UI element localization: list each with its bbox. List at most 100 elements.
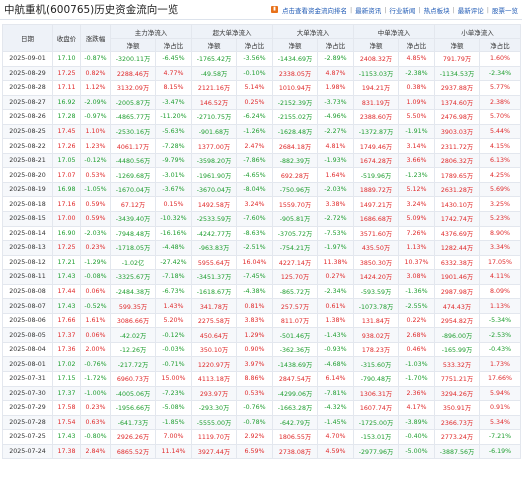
main-ratio-cell: -6.73% [155,283,192,300]
small-amount-cell: -1134.53万 [434,65,480,82]
large-ratio-cell: 4.87% [317,65,354,82]
medium-amount-cell: 3850.30万 [353,254,399,271]
table-row: 2025-07-28 17.54 0.63% -641.73万 -1.85% -5555.… [2,414,521,431]
main-amount-cell: -2530.16万 [110,123,156,140]
super-large-amount-cell: -2710.75万 [191,109,237,125]
subheader-ratio[interactable]: 净占比 [398,38,435,52]
date-cell: 2025-07-31 [2,371,53,387]
large-ratio-cell: -1.93% [317,152,354,169]
main-amount-cell: -4480.56万 [110,152,156,169]
change-pct-cell: -1.05% [80,181,111,198]
header-close-price[interactable]: 收盘价 [52,24,81,52]
date-cell: 2025-08-06 [2,312,53,329]
date-cell: 2025-07-28 [2,414,53,431]
main-ratio-cell: -3.01% [155,167,192,183]
header-links: ▮ 点击查看资金流向排名 | 最新资讯 | 行业新闻 | 热点板块 | 最新评论… [270,5,518,15]
subheader-amount[interactable]: 净额 [353,38,399,52]
link-stock-list[interactable]: 股票一览 [492,6,518,15]
close-price-cell: 17.43 [52,429,81,445]
main-amount-cell: -3325.67万 [110,269,156,285]
header-date[interactable]: 日期 [2,24,53,52]
subheader-ratio[interactable]: 净占比 [155,38,192,52]
main-amount-cell: 6865.52万 [110,443,156,460]
main-ratio-cell: 4.77% [155,65,192,82]
close-price-cell: 17.07 [52,167,81,183]
main-amount-cell: -1670.04万 [110,181,156,198]
super-large-ratio-cell: -1.26% [236,123,273,140]
close-price-cell: 17.45 [52,123,81,140]
medium-ratio-cell: -1.23% [398,167,435,183]
large-amount-cell: -501.46万 [272,327,318,343]
super-large-ratio-cell: 0.53% [236,385,273,402]
medium-ratio-cell: 7.26% [398,225,435,242]
small-amount-cell: 4376.69万 [434,225,480,242]
main-amount-cell: -3200.11万 [110,51,156,67]
change-pct-cell: 0.53% [80,167,111,183]
subheader-amount[interactable]: 净额 [272,38,318,52]
table-row: 2025-08-19 16.98 -1.05% -1670.04万 -3.67% -367… [2,181,521,198]
link-industry-news[interactable]: 行业新闻 [389,6,416,15]
page-header: 中航重机(600765)历史资金流向一览 ▮ 点击查看资金流向排名 | 最新资讯… [0,0,522,20]
main-ratio-cell: -1.85% [155,414,192,431]
main-ratio-cell: 8.15% [155,80,192,96]
super-large-ratio-cell: -7.60% [236,211,273,227]
date-cell: 2025-08-15 [2,211,53,227]
table-row: 2025-07-25 17.43 -0.80% 2926.26万 7.00% 1119.7… [2,429,521,445]
main-amount-cell: -4865.77万 [110,109,156,125]
large-amount-cell: -754.21万 [272,240,318,256]
subheader-ratio[interactable]: 净占比 [236,38,273,52]
main-ratio-cell: 5.20% [155,312,192,329]
table-row: 2025-08-08 17.44 0.06% -2484.38万 -6.73% -1618… [2,283,521,300]
header-change-pct[interactable]: 涨跌幅 [80,24,111,52]
small-amount-cell: 1374.60万 [434,94,480,111]
table-row: 2025-08-21 17.05 -0.12% -4480.56万 -9.79% -359… [2,152,521,169]
medium-ratio-cell: 2.68% [398,327,435,343]
subheader-amount[interactable]: 净额 [191,38,237,52]
table-row: 2025-08-20 17.07 0.53% -1269.68万 -3.01% -1961… [2,167,521,183]
super-large-amount-cell: 3927.44万 [191,443,237,460]
large-amount-cell: 1806.55万 [272,429,318,445]
link-latest-comments[interactable]: 最新评论 [457,6,484,15]
link-separator: | [349,5,353,14]
super-large-ratio-cell: -0.10% [236,65,273,82]
super-large-amount-cell: 5955.64万 [191,254,237,271]
small-ratio-cell: 5.70% [479,109,521,125]
main-ratio-cell: -9.79% [155,152,192,169]
main-amount-cell: -641.73万 [110,414,156,431]
link-fund-flow-ranking[interactable]: 点击查看资金流向排名 [281,6,347,15]
medium-amount-cell: -1725.00万 [353,414,399,431]
main-amount-cell: 3132.09万 [110,80,156,96]
large-amount-cell: -642.79万 [272,414,318,431]
large-ratio-cell: -1.97% [317,240,354,256]
subheader-amount[interactable]: 净额 [434,38,480,52]
date-cell: 2025-07-24 [2,443,53,460]
link-latest-news[interactable]: 最新资讯 [355,6,382,15]
table-row: 2025-08-01 17.02 -0.76% -217.72万 -0.71% 1220.… [2,356,521,373]
medium-ratio-cell: -1.70% [398,371,435,387]
large-amount-cell: 1010.94万 [272,80,318,96]
medium-amount-cell: 1889.72万 [353,181,399,198]
date-cell: 2025-08-04 [2,341,53,358]
large-amount-cell: -3705.72万 [272,225,318,242]
small-amount-cell: -896.00万 [434,327,480,343]
table-row: 2025-08-18 17.16 0.59% 67.12万 0.15% 1492.58万 3… [2,196,521,213]
subheader-amount[interactable]: 净额 [110,38,156,52]
header-small-inflow: 小单净流入 [434,24,521,39]
date-cell: 2025-08-12 [2,254,53,271]
link-separator: | [418,5,421,14]
super-large-ratio-cell: -8.63% [236,225,273,242]
subheader-ratio[interactable]: 净占比 [479,38,521,52]
change-pct-cell: 0.23% [80,240,111,256]
link-hot-sectors[interactable]: 热点板块 [423,6,450,15]
table-row: 2025-09-01 17.10 -0.87% -3200.11万 -6.45% -176… [2,51,521,67]
medium-amount-cell: 2408.32万 [353,51,399,67]
close-price-cell: 16.90 [52,225,81,242]
super-large-ratio-cell: -2.51% [236,240,273,256]
subheader-ratio[interactable]: 净占比 [317,38,354,52]
main-amount-cell: -1.02亿 [110,254,156,271]
link-separator: | [486,5,489,14]
small-amount-cell: 791.79万 [434,51,480,67]
header-main-inflow: 主力净流入 [110,24,192,39]
main-ratio-cell: -27.42% [155,254,192,271]
small-ratio-cell: 5.94% [479,385,521,402]
